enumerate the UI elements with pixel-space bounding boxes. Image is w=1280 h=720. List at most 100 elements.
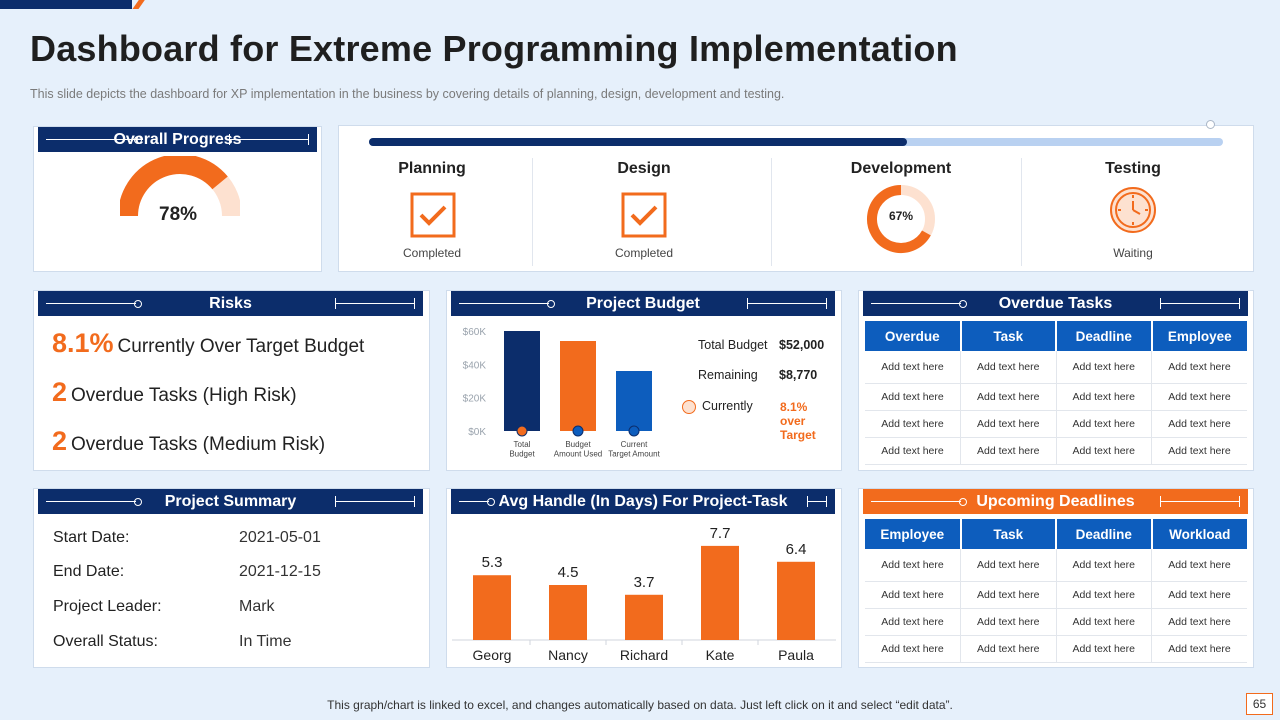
development-ring [867, 185, 935, 253]
overall-progress-value: 78% [159, 204, 198, 225]
risk-line-budget: 8.1% Currently Over Target Budget [52, 328, 365, 358]
start-date-value: 2021-05-01 [239, 529, 321, 546]
table-row: Add text here Add text here Add text here A… [865, 635, 1247, 663]
x-tick-label: Georg [473, 647, 512, 663]
total-budget-label: Total Budget [698, 338, 768, 352]
project-summary-card [33, 488, 430, 668]
stage-testing: Testing [1083, 160, 1183, 178]
page-subtitle: This slide depicts the dashboard for XP … [30, 87, 785, 101]
currently-dot [682, 400, 696, 414]
y-tick-label: $40K [463, 360, 487, 371]
avg-handle-header: Avg Handle (In Days) For Project-Task [451, 489, 835, 514]
table-row: Add text here Add text here Add text here A… [865, 549, 1247, 582]
workload-col-header: Workload [1151, 519, 1247, 549]
stage-testing-label: Testing [1105, 160, 1161, 177]
checkbox-icon [621, 192, 667, 238]
corner-stripe [0, 0, 150, 9]
bar [473, 575, 511, 640]
bar [549, 585, 587, 640]
overall-progress-gauge [120, 156, 240, 217]
y-tick-label: $60K [463, 327, 487, 338]
deadline-col-header: Deadline [1056, 519, 1153, 549]
development-value: 67% [888, 209, 914, 223]
task-col-header: Task [960, 519, 1057, 549]
x-tick-label: Total [514, 440, 531, 449]
y-tick-label: $0K [468, 427, 486, 438]
bar [625, 594, 663, 640]
upcoming-deadlines-title: Upcoming Deadlines [976, 492, 1135, 510]
bar-marker [572, 425, 584, 437]
stage-planning: Planning [382, 160, 482, 178]
risks-header: Risks [38, 291, 423, 316]
upcoming-deadlines-table: Employee Task Deadline Workload Add text… [865, 519, 1247, 663]
overdue-col-header: Overdue [865, 321, 962, 351]
x-tick-label: Paula [778, 647, 814, 663]
risks-title: Risks [209, 294, 252, 312]
over-target-text: 8.1% over Target [780, 400, 816, 442]
x-tick-label: Richard [620, 647, 668, 663]
stage-planning-status: Completed [402, 246, 462, 260]
x-tick-label: Target Amount [608, 450, 660, 459]
overdue-tasks-title: Overdue Tasks [998, 294, 1113, 312]
risks-card [33, 290, 430, 471]
bar [504, 331, 540, 431]
data-label: 5.3 [482, 554, 503, 571]
remaining-label: Remaining [698, 368, 758, 382]
avg-handle-title: Avg Handle (In Days) For Project-Task [498, 492, 788, 510]
table-row: Add text here Add text here Add text here A… [865, 383, 1247, 411]
end-date-value: 2021-12-15 [239, 563, 321, 580]
overall-progress-fill [120, 156, 228, 217]
data-label: 3.7 [634, 574, 655, 591]
table-row: Add text here Add text here Add text here A… [865, 437, 1247, 465]
bar-marker [628, 425, 640, 437]
stages-progress-fill [369, 138, 908, 146]
stages-progress-marker [1206, 120, 1215, 129]
stages-progress-track [369, 138, 1223, 146]
project-budget-header: Project Budget [451, 291, 835, 316]
overall-status-value: In Time [239, 633, 292, 650]
stages-card [338, 125, 1254, 272]
overall-progress-header: Overall Progress [38, 127, 317, 152]
table-row: Add text here Add text here Add text here A… [865, 410, 1247, 438]
x-tick-label: Amount Used [554, 450, 602, 459]
overdue-tasks-header: Overdue Tasks [863, 291, 1248, 316]
data-label: 4.5 [558, 564, 579, 581]
total-budget-value: $52,000 [779, 338, 825, 352]
x-tick-label: Budget [565, 440, 591, 449]
data-label: 6.4 [786, 541, 807, 558]
stage-development: Development [836, 160, 966, 178]
project-leader-label: Project Leader: [53, 598, 162, 615]
table-row: Add text here Add text here Add text here A… [865, 351, 1247, 384]
employee-col-header: Employee [865, 519, 962, 549]
page-title: Dashboard for Extreme Programming Implem… [30, 28, 958, 69]
footer-note: This graph/chart is linked to excel, and… [327, 698, 953, 712]
remaining-value: $8,770 [779, 368, 818, 382]
development-ring-fill [867, 185, 931, 253]
stage-design: Design [594, 160, 694, 178]
project-leader-value: Mark [239, 598, 275, 615]
x-tick-label: Kate [706, 647, 735, 663]
project-summary-header: Project Summary [38, 489, 423, 514]
employee-col-header: Employee [1151, 321, 1247, 351]
end-date-label: End Date: [53, 563, 125, 580]
stage-testing-status: Waiting [1113, 246, 1153, 260]
x-tick-label: Current [621, 440, 648, 449]
bar-marker [516, 425, 528, 437]
checkbox-icon [410, 192, 456, 238]
data-label: 7.7 [710, 525, 731, 542]
clock-icon [1110, 187, 1156, 233]
task-col-header: Task [960, 321, 1057, 351]
x-tick-label: Budget [509, 450, 535, 459]
overdue-tasks-table: Overdue Task Deadline Employee Add text … [865, 321, 1247, 465]
stage-design-label: Design [617, 160, 671, 177]
page-number: 65 [1246, 693, 1273, 715]
table-row: Add text here Add text here Add text here A… [865, 608, 1247, 636]
avg-handle-chart: 5.3 Georg 4.5 Nancy 3.7 Richard 7.7 Kate 6.4 Paul… [452, 525, 836, 663]
currently-label: Currently [702, 399, 753, 413]
stage-design-status: Completed [614, 246, 674, 260]
bar [560, 341, 596, 431]
deadline-col-header: Deadline [1056, 321, 1153, 351]
y-tick-label: $20K [463, 394, 487, 405]
bar [701, 545, 739, 640]
